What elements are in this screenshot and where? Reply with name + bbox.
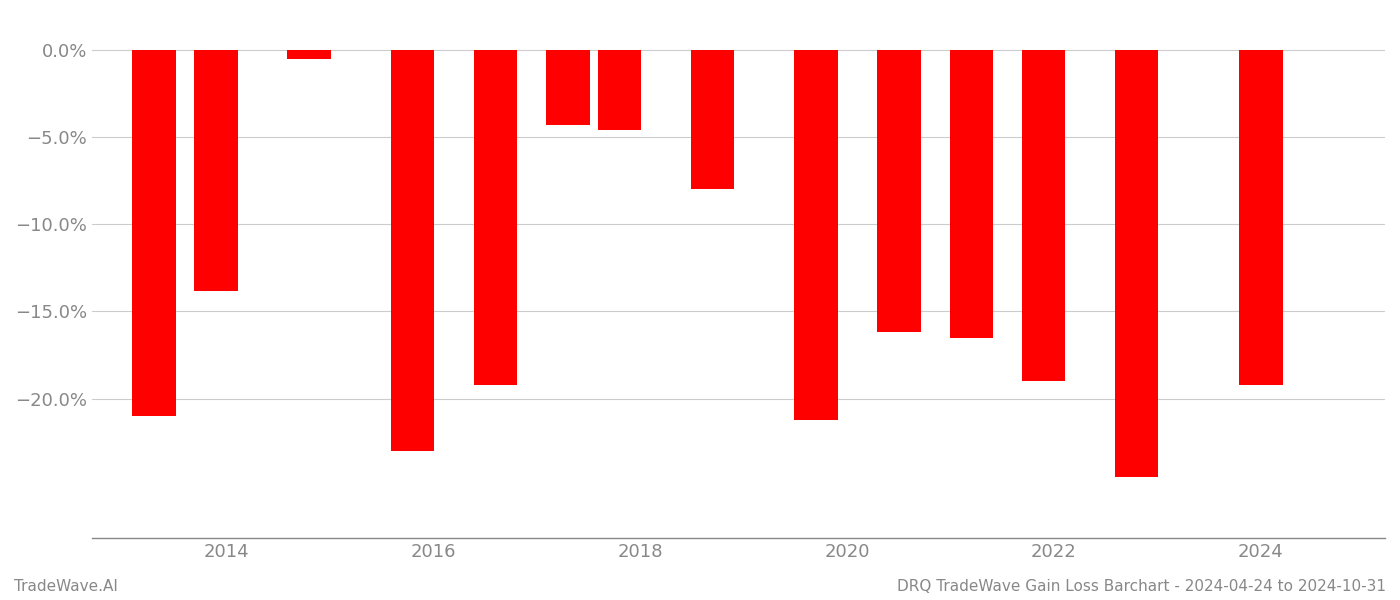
Text: TradeWave.AI: TradeWave.AI [14,579,118,594]
Text: DRQ TradeWave Gain Loss Barchart - 2024-04-24 to 2024-10-31: DRQ TradeWave Gain Loss Barchart - 2024-… [897,579,1386,594]
Bar [195,50,238,290]
Bar [794,50,837,419]
Bar [878,50,921,332]
Bar [1239,50,1282,385]
Bar [598,50,641,130]
Bar [391,50,434,451]
Bar [1114,50,1158,477]
Bar [949,50,993,338]
Bar [1022,50,1065,381]
Bar [473,50,517,385]
Bar [287,50,330,59]
Bar [692,50,735,190]
Bar [133,50,176,416]
Bar [546,50,589,125]
